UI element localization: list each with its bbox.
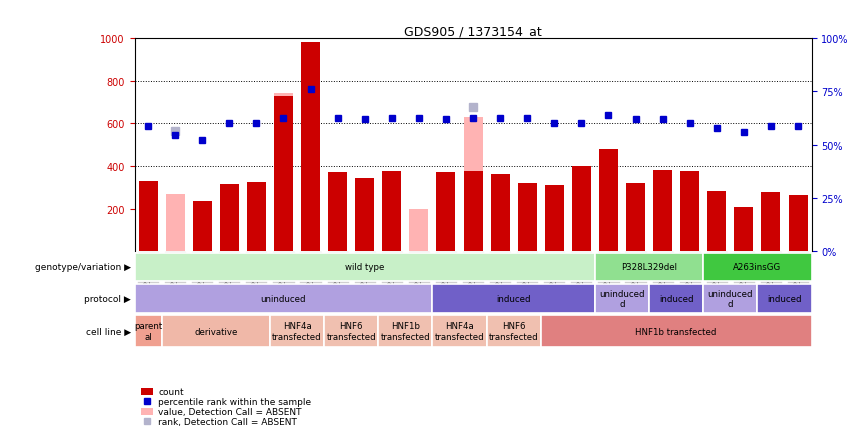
Bar [681, 172, 700, 252]
Text: HNF1b transfected: HNF1b transfected [635, 327, 717, 336]
Bar [490, 174, 510, 252]
Text: protocol ▶: protocol ▶ [84, 294, 131, 303]
Bar [328, 173, 347, 252]
Bar [541, 316, 812, 347]
Text: value, Detection Call = ABSENT: value, Detection Call = ABSENT [158, 407, 302, 416]
Text: HNF6
transfected: HNF6 transfected [489, 322, 538, 341]
Bar [270, 316, 324, 347]
Text: uninduced
d: uninduced d [599, 289, 645, 308]
Bar [734, 207, 753, 252]
Bar [220, 185, 239, 252]
Bar [166, 194, 185, 252]
Bar [139, 181, 158, 252]
Text: uninduced
d: uninduced d [707, 289, 753, 308]
Text: induced: induced [767, 294, 802, 303]
Text: uninduced: uninduced [260, 294, 306, 303]
Text: HNF6
transfected: HNF6 transfected [326, 322, 376, 341]
Bar [274, 96, 293, 252]
Text: parent
al: parent al [134, 322, 162, 341]
Text: percentile rank within the sample: percentile rank within the sample [158, 397, 312, 406]
Text: P328L329del: P328L329del [621, 263, 677, 272]
Text: HNF4a
transfected: HNF4a transfected [273, 322, 322, 341]
Bar [545, 186, 564, 252]
Bar [626, 184, 645, 252]
Bar [707, 191, 727, 252]
Bar [355, 178, 374, 252]
Text: induced: induced [496, 294, 531, 303]
Bar [595, 253, 703, 282]
Text: HNF1b
transfected: HNF1b transfected [380, 322, 431, 341]
Bar [161, 316, 270, 347]
Bar [437, 173, 456, 252]
Bar [382, 172, 401, 252]
Text: derivative: derivative [194, 327, 238, 336]
Bar [274, 93, 293, 252]
Bar [788, 195, 807, 252]
Text: A263insGG: A263insGG [733, 263, 781, 272]
Bar [432, 316, 487, 347]
Text: induced: induced [659, 294, 694, 303]
Text: rank, Detection Call = ABSENT: rank, Detection Call = ABSENT [158, 417, 297, 426]
Bar [410, 209, 429, 252]
Bar [378, 316, 432, 347]
Bar [761, 192, 780, 252]
Bar [324, 316, 378, 347]
Bar [703, 284, 758, 313]
Bar [758, 284, 812, 313]
Text: cell line ▶: cell line ▶ [86, 327, 131, 336]
Bar [653, 171, 672, 252]
Text: HNF4a
transfected: HNF4a transfected [435, 322, 484, 341]
Bar [301, 43, 320, 252]
Bar [703, 253, 812, 282]
Text: genotype/variation ▶: genotype/variation ▶ [36, 263, 131, 272]
Bar [432, 284, 595, 313]
Bar [464, 172, 483, 252]
Bar [193, 202, 212, 252]
Bar [595, 284, 649, 313]
Bar [141, 408, 154, 415]
Bar [135, 284, 432, 313]
Text: wild type: wild type [345, 263, 385, 272]
Bar [572, 167, 591, 252]
Bar [141, 388, 154, 395]
Bar [599, 150, 618, 252]
Bar [135, 253, 595, 282]
Bar [247, 183, 266, 252]
Bar [517, 184, 536, 252]
Title: GDS905 / 1373154_at: GDS905 / 1373154_at [404, 25, 542, 38]
Bar [487, 316, 541, 347]
Bar [464, 118, 483, 252]
Text: count: count [158, 387, 184, 396]
Bar [649, 284, 703, 313]
Bar [135, 316, 161, 347]
